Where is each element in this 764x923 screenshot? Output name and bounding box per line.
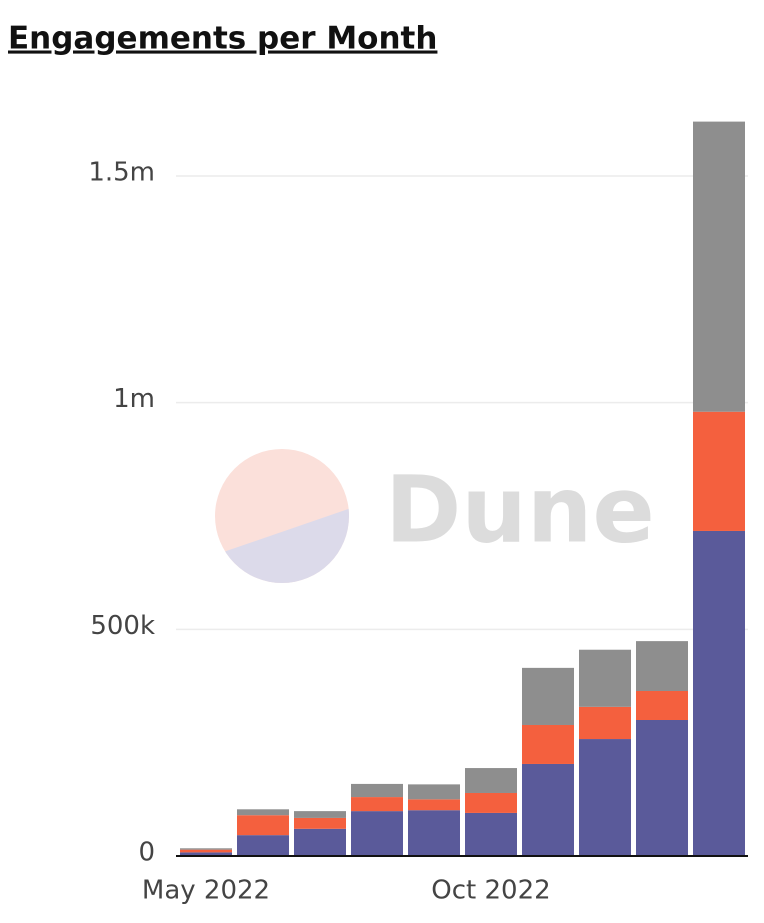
bar-segment — [180, 848, 232, 850]
bar-segment — [465, 768, 517, 793]
bar-segment — [351, 797, 403, 812]
bar-segment — [237, 835, 289, 856]
bar-segment — [579, 649, 631, 707]
bar-segment — [693, 411, 745, 531]
bar-segment — [237, 815, 289, 836]
bar-segment — [465, 792, 517, 813]
chart-title: Engagements per Month — [8, 21, 437, 57]
bar-segment — [351, 811, 403, 856]
bar-segment — [693, 530, 745, 856]
bar-segment — [465, 812, 517, 856]
bar-segment — [237, 809, 289, 816]
bar-segment — [294, 828, 346, 856]
bar-segment — [294, 817, 346, 829]
bar-segment — [522, 763, 574, 856]
bar-segment — [579, 706, 631, 740]
bar-segment — [408, 799, 460, 811]
bar-segment — [294, 811, 346, 818]
x-tick-label: May 2022 — [142, 876, 270, 906]
bar-segment — [522, 667, 574, 725]
bar-segment — [636, 720, 688, 856]
watermark-text: Dune — [385, 456, 655, 563]
bar-segment — [180, 852, 232, 856]
bar-segment — [693, 121, 745, 412]
bar-segment — [636, 641, 688, 691]
y-tick-label: 500k — [90, 611, 155, 641]
bar-segment — [579, 739, 631, 856]
watermark-logo — [215, 449, 349, 583]
bar-segment — [522, 724, 574, 764]
y-tick-label: 1m — [113, 384, 155, 414]
x-tick-label: Oct 2022 — [431, 876, 550, 906]
y-tick-label: 0 — [138, 838, 155, 868]
bar-segment — [180, 849, 232, 853]
bar-segment — [408, 784, 460, 800]
bar-segment — [408, 810, 460, 856]
bar-segment — [636, 690, 688, 720]
bar-segment — [351, 783, 403, 798]
y-tick-label: 1.5m — [88, 158, 155, 188]
